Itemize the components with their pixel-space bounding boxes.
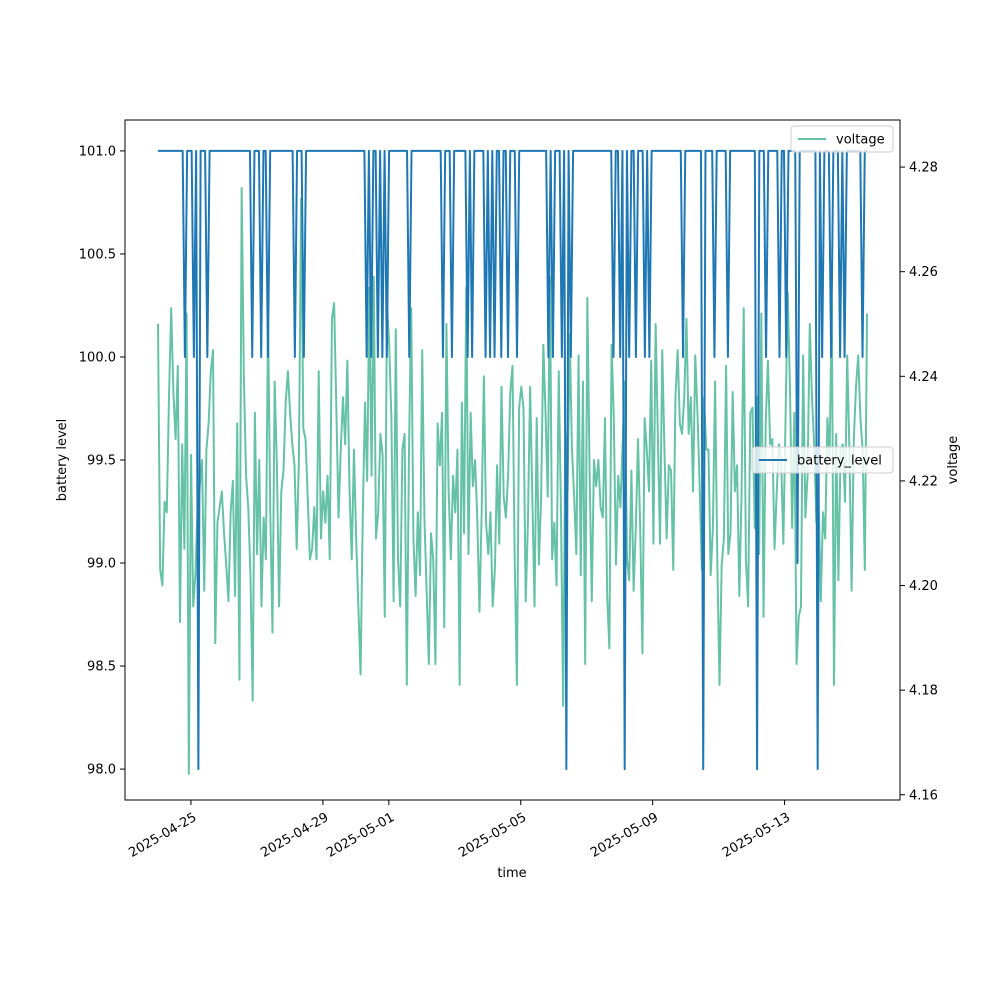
legend-voltage: voltage [790, 125, 894, 153]
right-y-axis: 4.16 4.18 4.20 4.22 4.24 4.26 4.28 [900, 161, 938, 803]
x-tick-label: 2025-04-25 [126, 810, 199, 861]
left-y-tick-label: 98.5 [87, 660, 116, 675]
left-y-tick-label: 100.5 [79, 247, 116, 262]
x-tick-label: 2025-05-01 [324, 810, 397, 861]
legend-voltage-label: voltage [836, 133, 885, 148]
right-y-tick-label: 4.26 [909, 265, 938, 280]
legend-battery-level: battery_level [751, 446, 894, 474]
x-tick-label: 2025-05-05 [456, 810, 529, 861]
left-y-tick-label: 98.0 [87, 763, 116, 778]
left-y-axis-title: battery level [55, 419, 70, 502]
legend-battery-level-label: battery_level [797, 454, 882, 469]
series-line-voltage [156, 187, 869, 775]
right-y-tick-label: 4.20 [909, 579, 938, 594]
right-y-tick-label: 4.18 [909, 684, 938, 699]
right-y-axis-title: voltage [946, 436, 961, 485]
x-axis-title: time [497, 866, 526, 881]
x-tick-label: 2025-04-29 [258, 810, 331, 861]
left-y-tick-label: 99.5 [87, 454, 116, 469]
series-line-battery-level [157, 149, 868, 771]
right-y-tick-label: 4.28 [909, 161, 938, 176]
right-y-tick-label: 4.16 [909, 788, 938, 803]
right-y-tick-label: 4.24 [909, 370, 938, 385]
legend-battery-level-box [751, 446, 894, 474]
series-layer [156, 149, 869, 775]
left-y-axis: 98.0 98.5 99.0 99.5 100.0 100.5 101.0 [79, 144, 125, 778]
right-y-tick-label: 4.22 [909, 474, 938, 489]
x-tick-label: 2025-05-09 [588, 810, 661, 861]
left-y-tick-label: 100.0 [79, 350, 116, 365]
legend-voltage-box [790, 125, 894, 153]
x-tick-label: 2025-05-13 [720, 810, 793, 861]
left-y-tick-label: 101.0 [79, 144, 116, 159]
left-y-tick-label: 99.0 [87, 557, 116, 572]
